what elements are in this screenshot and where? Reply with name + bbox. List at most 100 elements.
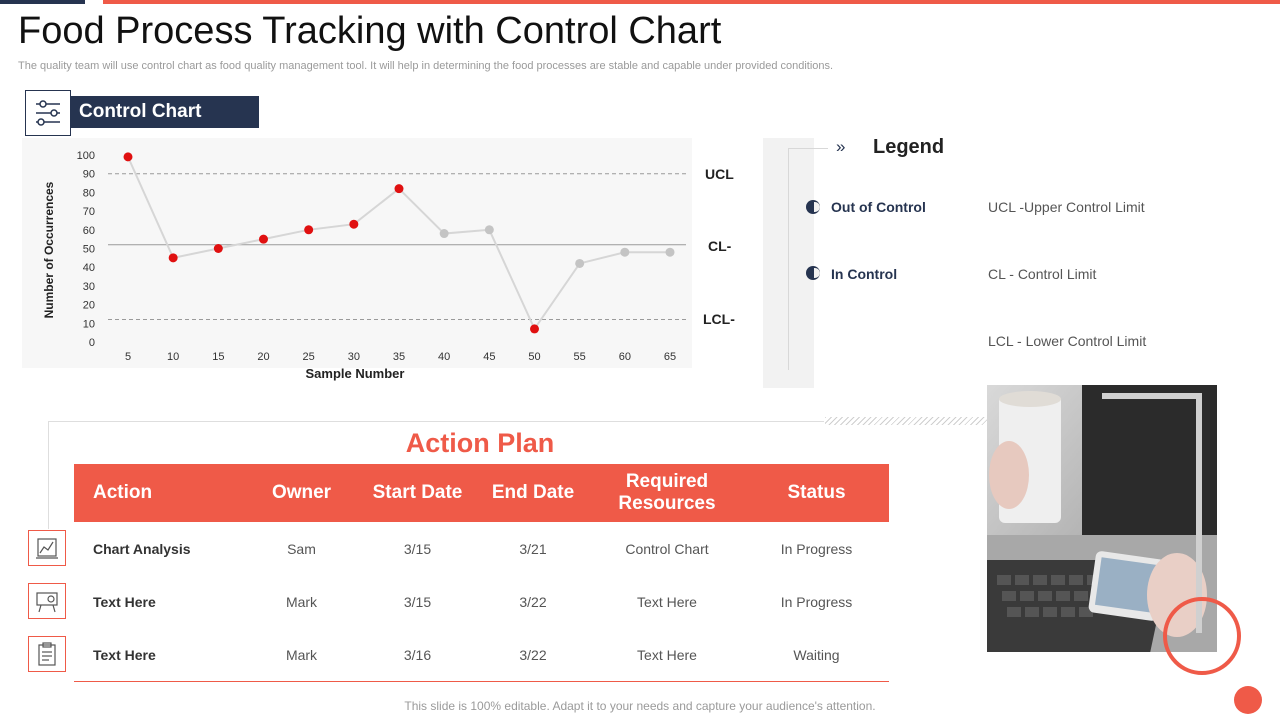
in-control-point — [665, 247, 675, 257]
out-of-control-point — [349, 219, 359, 229]
clipboard-icon — [28, 636, 66, 672]
cell-status: In Progress — [780, 540, 853, 557]
out-of-control-point — [213, 244, 223, 253]
x-tick-label: 55 — [574, 351, 586, 363]
legend-definition-ucl: UCL -Upper Control Limit — [988, 199, 1145, 215]
x-tick-label: 35 — [393, 351, 405, 363]
y-tick-label: 40 — [83, 262, 95, 274]
legend-connector — [788, 148, 828, 149]
cell-resources: Text Here — [637, 593, 697, 610]
page-subtitle: The quality team will use control chart … — [18, 60, 834, 72]
in-control-point — [575, 258, 585, 268]
y-axis-label: Number of Occurrences — [42, 181, 56, 318]
lcl-label: LCL- — [703, 311, 735, 327]
x-axis-label: Sample Number — [306, 366, 405, 381]
x-tick-label: 30 — [348, 351, 360, 363]
cell-start-date: 3/15 — [403, 540, 432, 557]
cell-owner: Sam — [287, 540, 316, 557]
in-control-point — [620, 247, 630, 257]
table-row: Text Here Mark 3/15 3/22 Text Here In Pr… — [74, 575, 889, 628]
corner-accent-dot — [1234, 686, 1262, 714]
y-tick-label: 100 — [77, 150, 95, 162]
top-accent-bar-red — [103, 0, 1280, 4]
legend-definition-cl: CL - Control Limit — [988, 266, 1097, 282]
cell-action: Text Here — [93, 646, 156, 663]
out-of-control-point — [123, 152, 133, 162]
y-tick-label: 50 — [83, 244, 95, 256]
chart-background — [22, 138, 692, 368]
table-row: Text Here Mark 3/16 3/22 Text Here Waiti… — [74, 628, 889, 681]
cell-action: Chart Analysis — [93, 540, 191, 557]
control-chart-section-label: Control Chart — [71, 96, 259, 128]
projector-icon — [28, 583, 66, 619]
y-tick-label: 0 — [89, 337, 95, 349]
action-plan-frame-left — [48, 421, 49, 529]
cell-end-date: 3/22 — [519, 593, 547, 610]
column-header-owner: Owner — [244, 464, 359, 522]
column-header-action: Action — [74, 464, 244, 522]
cell-status: Waiting — [793, 646, 840, 663]
y-tick-label: 10 — [83, 318, 95, 330]
legend-definition-lcl: LCL - Lower Control Limit — [988, 333, 1147, 349]
cell-end-date: 3/21 — [519, 540, 547, 557]
legend-item-in-control: In Control — [831, 266, 898, 282]
cell-owner: Mark — [285, 593, 318, 610]
out-of-control-point — [530, 324, 539, 334]
photo-accent-circle — [1163, 597, 1241, 675]
action-plan-bottom-rule — [74, 681, 889, 682]
series-line — [127, 156, 670, 331]
legend-marker-in-control — [806, 266, 820, 280]
cell-owner: Mark — [285, 646, 318, 663]
y-tick-label: 30 — [83, 281, 95, 293]
action-plan-title: Action Plan — [405, 428, 555, 458]
cell-action: Text Here — [93, 593, 156, 610]
y-tick-label: 60 — [83, 225, 95, 237]
double-chevron-right-icon: » — [836, 137, 846, 156]
footer-note: This slide is 100% editable. Adapt it to… — [404, 699, 876, 713]
cell-start-date: 3/15 — [403, 593, 432, 610]
column-header-end-date: End Date — [476, 464, 590, 522]
legend-divider — [788, 148, 789, 370]
y-tick-label: 90 — [83, 169, 95, 181]
out-of-control-point — [394, 184, 404, 194]
x-tick-label: 5 — [125, 351, 131, 363]
ucl-label: UCL — [705, 166, 734, 182]
in-control-point — [484, 225, 494, 235]
column-header-status: Status — [744, 464, 889, 522]
page-title: Food Process Tracking with Control Chart — [18, 10, 722, 52]
cell-resources: Control Chart — [625, 540, 709, 557]
y-tick-label: 70 — [83, 206, 95, 218]
x-tick-label: 45 — [483, 351, 495, 363]
x-tick-label: 40 — [438, 351, 450, 363]
cl-label: CL- — [708, 238, 732, 254]
hatch-decoration — [825, 417, 987, 425]
cell-end-date: 3/22 — [519, 646, 547, 663]
x-tick-label: 50 — [528, 351, 540, 363]
control-chart: Number of Occurrences Sample Number 0 10 2… — [42, 150, 686, 381]
legend-marker-out-of-control — [806, 200, 820, 214]
analytics-icon — [28, 530, 66, 566]
table-row: Chart Analysis Sam 3/15 3/21 Control Cha… — [74, 522, 889, 575]
cell-status: In Progress — [780, 593, 853, 610]
table-header-row: Action Owner Start Date End Date Require… — [74, 464, 889, 522]
out-of-control-point — [168, 253, 178, 263]
y-tick-label: 80 — [83, 187, 95, 199]
x-tick-label: 25 — [303, 351, 315, 363]
x-tick-label: 20 — [257, 351, 269, 363]
action-plan-frame-top — [48, 421, 824, 422]
sliders-icon — [25, 90, 71, 136]
in-control-point — [439, 229, 449, 239]
legend-title: Legend — [873, 136, 945, 158]
column-header-required-resources: Required Resources — [590, 464, 744, 522]
legend-item-out-of-control: Out of Control — [831, 199, 926, 215]
out-of-control-point — [259, 234, 268, 244]
x-tick-label: 15 — [212, 351, 224, 363]
cell-start-date: 3/16 — [403, 646, 432, 663]
top-accent-bar-dark — [0, 0, 85, 4]
cell-resources: Text Here — [637, 646, 697, 663]
x-tick-label: 60 — [619, 351, 631, 363]
x-tick-label: 10 — [167, 351, 179, 363]
out-of-control-point — [304, 225, 314, 235]
x-tick-label: 65 — [664, 351, 676, 363]
column-header-start-date: Start Date — [359, 464, 476, 522]
